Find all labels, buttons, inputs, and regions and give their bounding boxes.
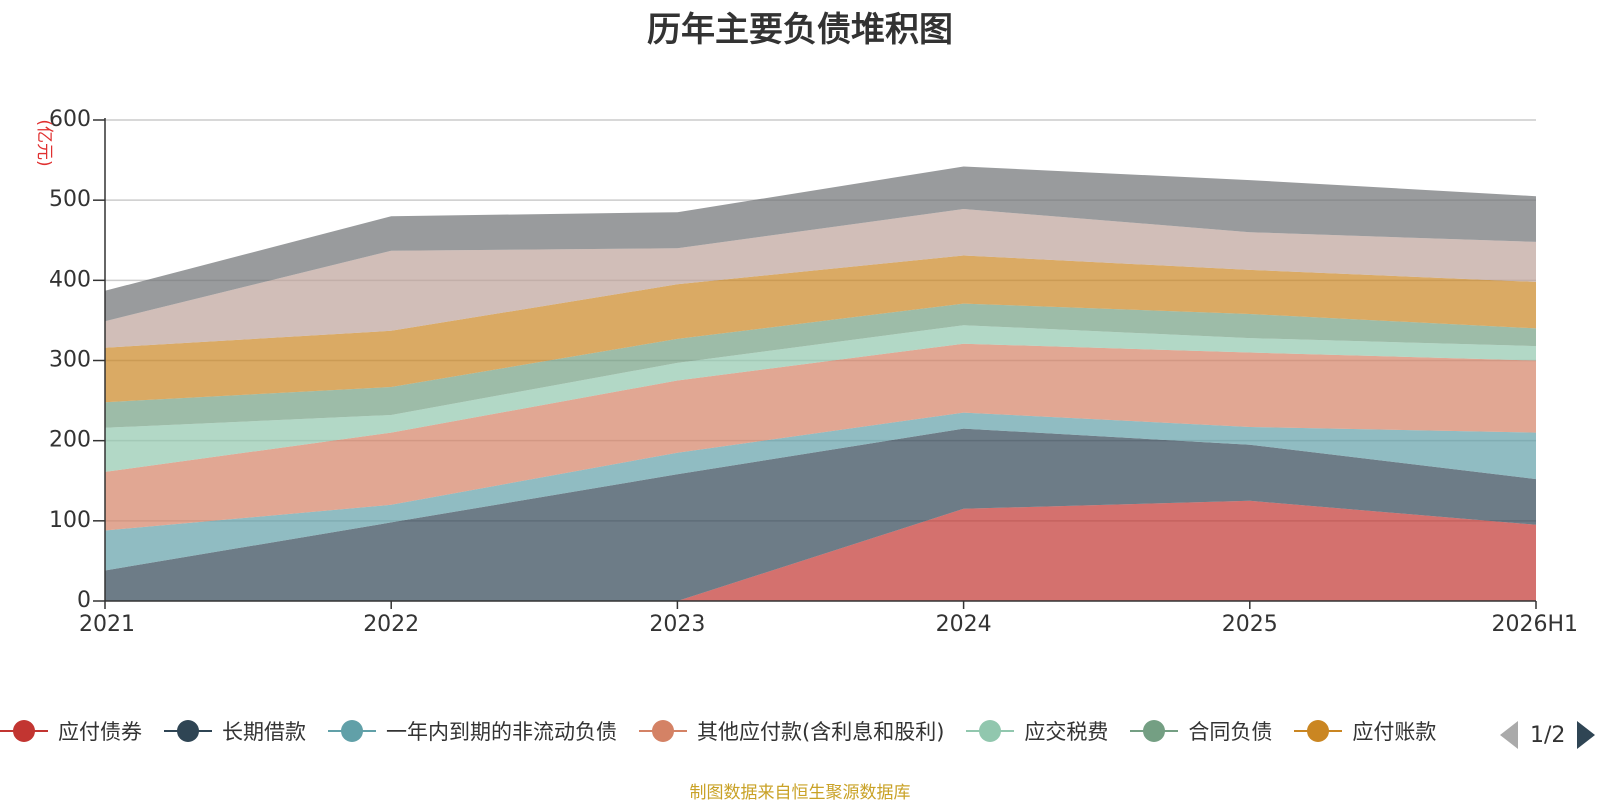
y-tick-label: 400 <box>49 267 91 292</box>
area-series-6[interactable] <box>105 255 1536 403</box>
y-tick-label: 100 <box>49 508 91 533</box>
x-tick-label: 2023 <box>649 612 705 637</box>
area-series-2[interactable] <box>105 412 1536 571</box>
area-series-7[interactable] <box>105 209 1536 348</box>
x-tick-label: 2025 <box>1222 612 1278 637</box>
legend-label: 应付账款 <box>1352 720 1437 744</box>
y-tick-label: 600 <box>49 107 91 132</box>
legend-item[interactable]: 应付账款 <box>1294 716 1436 746</box>
legend-item[interactable]: 合同负债 <box>1130 716 1272 746</box>
legend-label: 其他应付款(含利息和股利) <box>697 720 945 744</box>
x-tick-label: 2026H1 <box>1491 612 1578 637</box>
legend-label: 长期借款 <box>222 720 306 744</box>
legend-item[interactable]: 长期借款 <box>164 716 306 746</box>
legend-page-indicator: 1/2 <box>1530 722 1566 748</box>
legend-label: 一年内到期的非流动负债 <box>386 720 617 744</box>
legend-marker-icon <box>164 720 212 742</box>
legend-item[interactable]: 一年内到期的非流动负债 <box>328 716 617 746</box>
axes: 0 100 200 300 400 500 600 2021 2022 2023 2024 2025 2… <box>49 107 1578 637</box>
y-tick-label: 0 <box>77 588 91 613</box>
legend-label: 合同负债 <box>1188 720 1273 744</box>
legend-marker-icon <box>1294 720 1343 742</box>
area-series-8[interactable] <box>105 166 1536 322</box>
legend-marker-icon <box>0 720 48 742</box>
area-series-1[interactable] <box>105 428 1536 601</box>
legend: 应付债券 长期借款 一年内到期的非流动负债 其他应付款(含利息和股利) 应交税费 合同负债… <box>0 716 1470 756</box>
legend-label: 应交税费 <box>1024 720 1109 744</box>
legend-item[interactable]: 应交税费 <box>966 716 1108 746</box>
legend-pager: 1/2 <box>1500 718 1600 752</box>
y-tick-label: 200 <box>49 428 91 453</box>
y-tick-label: 500 <box>49 187 91 212</box>
x-tick-label: 2024 <box>936 612 992 637</box>
legend-marker-icon <box>328 720 376 742</box>
x-tick-label: 2022 <box>363 612 419 637</box>
area-series-4[interactable] <box>105 325 1536 472</box>
x-tick-label: 2021 <box>79 612 135 637</box>
legend-item[interactable]: 应付债券 <box>0 716 142 746</box>
area-series-0[interactable] <box>105 500 1536 601</box>
source-note: 制图数据来自恒生聚源数据库 <box>689 783 911 803</box>
legend-label: 应付债券 <box>58 720 142 744</box>
triangle-right-icon[interactable] <box>1577 721 1596 749</box>
chart-title: 历年主要负债堆积图 <box>647 10 953 50</box>
y-tick-label: 300 <box>49 348 91 373</box>
legend-marker-icon <box>966 720 1015 742</box>
legend-item[interactable]: 其他应付款(含利息和股利) <box>639 716 944 746</box>
area-series-5[interactable] <box>105 303 1536 428</box>
legend-marker-icon <box>639 720 687 742</box>
triangle-left-icon[interactable] <box>1500 721 1518 749</box>
area-series-3[interactable] <box>105 343 1536 531</box>
y-axis-label: (亿元) <box>34 119 54 166</box>
area-series <box>105 166 1536 601</box>
legend-marker-icon <box>1130 720 1179 742</box>
